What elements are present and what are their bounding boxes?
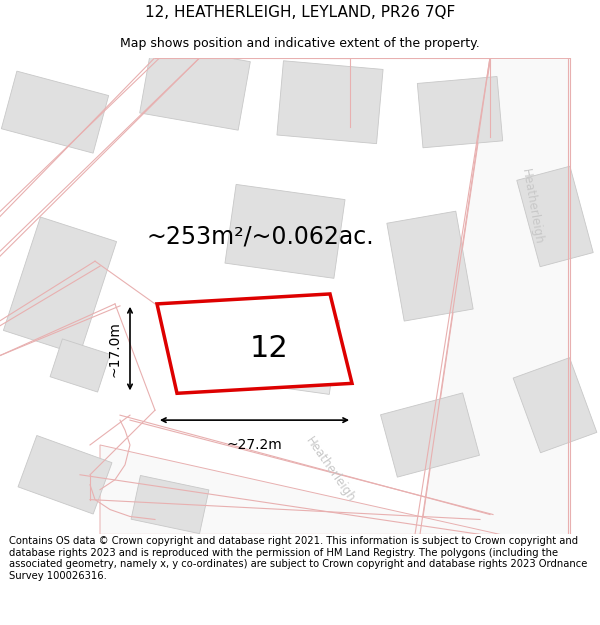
Polygon shape (131, 476, 209, 534)
Text: Heatherleigh: Heatherleigh (302, 434, 358, 505)
Text: ~17.0m: ~17.0m (108, 321, 122, 376)
Text: Map shows position and indicative extent of the property.: Map shows position and indicative extent… (120, 37, 480, 49)
Polygon shape (387, 211, 473, 321)
Polygon shape (517, 166, 593, 267)
Text: 12: 12 (250, 334, 289, 363)
Polygon shape (513, 357, 597, 452)
Polygon shape (380, 393, 479, 477)
Text: Contains OS data © Crown copyright and database right 2021. This information is : Contains OS data © Crown copyright and d… (9, 536, 587, 581)
Polygon shape (230, 307, 340, 394)
Polygon shape (277, 61, 383, 144)
Text: Heatherleigh: Heatherleigh (519, 168, 545, 246)
Text: 12, HEATHERLEIGH, LEYLAND, PR26 7QF: 12, HEATHERLEIGH, LEYLAND, PR26 7QF (145, 5, 455, 20)
Polygon shape (157, 294, 352, 393)
Polygon shape (418, 76, 503, 148)
Polygon shape (100, 445, 500, 534)
Polygon shape (225, 184, 345, 278)
Text: ~253m²/~0.062ac.: ~253m²/~0.062ac. (146, 224, 374, 248)
Text: ~27.2m: ~27.2m (227, 438, 283, 452)
Polygon shape (140, 44, 250, 130)
Polygon shape (50, 339, 110, 392)
Polygon shape (420, 58, 570, 534)
Polygon shape (1, 71, 109, 153)
Polygon shape (4, 217, 116, 355)
Polygon shape (18, 436, 112, 514)
